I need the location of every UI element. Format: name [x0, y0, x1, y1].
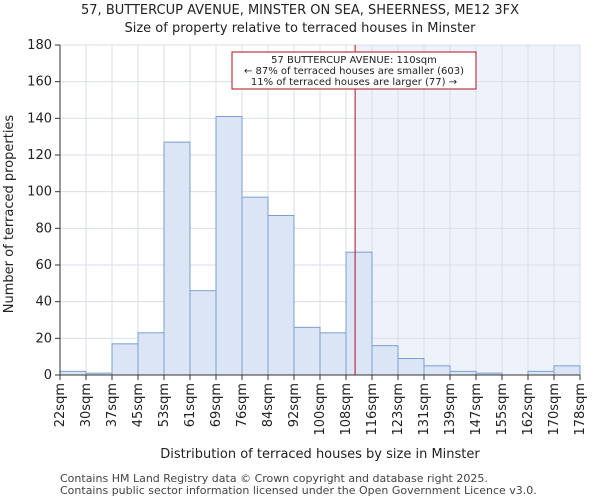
x-tick-label: 100sqm [313, 383, 328, 436]
bar-53sqm [163, 141, 191, 376]
y-tick-label: 100 [27, 185, 52, 200]
x-tick-label: 37sqm [105, 383, 120, 427]
y-tick-label: 0 [44, 368, 52, 383]
y-tick-label: 160 [27, 75, 52, 90]
x-tick-label: 123sqm [391, 383, 406, 436]
annotation-line-3: 11% of terraced houses are larger (77) → [251, 77, 457, 88]
x-axis-label: Distribution of terraced houses by size … [160, 447, 480, 462]
footer-line-2: Contains public sector information licen… [60, 484, 537, 497]
annotation-line-1: 57 BUTTERCUP AVENUE: 110sqm [271, 55, 437, 66]
bar-45sqm [137, 332, 165, 376]
plot-area: 0 20 40 60 80 100 120 140 160 180 22sqm 30sqm 37sqm 4… [27, 38, 588, 436]
footer-line-1: Contains HM Land Registry data © Crown c… [60, 472, 488, 485]
bar-22sqm [59, 370, 87, 376]
bar-170sqm [553, 365, 581, 376]
y-tick-label: 180 [27, 38, 52, 53]
y-tick-label: 120 [27, 148, 52, 163]
bar-100sqm [319, 332, 347, 376]
x-tick-label: 53sqm [157, 383, 172, 427]
x-tick-label: 116sqm [365, 383, 380, 436]
x-tick-label: 30sqm [79, 383, 94, 427]
x-tick-label: 61sqm [183, 383, 198, 427]
y-tick-label: 60 [35, 258, 52, 273]
chart-title: 57, BUTTERCUP AVENUE, MINSTER ON SEA, SH… [81, 3, 519, 18]
x-tick-label: 131sqm [417, 383, 432, 436]
x-tick-label: 84sqm [261, 383, 276, 427]
y-tick-label: 140 [27, 111, 52, 126]
y-tick-label: 20 [35, 331, 52, 346]
bar-61sqm [189, 290, 217, 376]
x-tick-label: 69sqm [209, 383, 224, 427]
bar-123sqm [397, 358, 425, 376]
x-tick-label: 155sqm [495, 383, 510, 436]
bar-76sqm [241, 196, 269, 376]
annotation-box [231, 51, 477, 90]
chart-subtitle: Size of property relative to terraced ho… [124, 21, 476, 36]
x-tick-label: 178sqm [573, 383, 588, 436]
x-tick-label: 76sqm [235, 383, 250, 427]
annotation-line-2: ← 87% of terraced houses are smaller (60… [244, 66, 464, 77]
x-tick-label: 108sqm [339, 383, 354, 436]
bar-69sqm [215, 116, 243, 376]
bar-139sqm [449, 370, 477, 376]
highlight-region [355, 45, 580, 375]
x-tick-label: 45sqm [131, 383, 146, 427]
bar-162sqm [527, 370, 555, 376]
bar-92sqm [293, 326, 321, 376]
x-tick-label: 170sqm [547, 383, 562, 436]
bar-84sqm [267, 215, 295, 376]
x-tick-label: 162sqm [521, 383, 536, 436]
y-axis-label: Number of terraced properties [2, 115, 17, 314]
x-tick-label: 22sqm [53, 383, 68, 427]
bar-131sqm [423, 365, 451, 376]
bar-37sqm [111, 343, 139, 376]
x-tick-label: 147sqm [469, 383, 484, 436]
x-tick-label: 92sqm [287, 383, 302, 427]
x-tick-label: 139sqm [443, 383, 458, 436]
y-tick-label: 80 [35, 221, 52, 236]
y-tick-label: 40 [35, 295, 52, 310]
bar-108sqm [345, 251, 373, 376]
bar-116sqm [371, 345, 399, 376]
